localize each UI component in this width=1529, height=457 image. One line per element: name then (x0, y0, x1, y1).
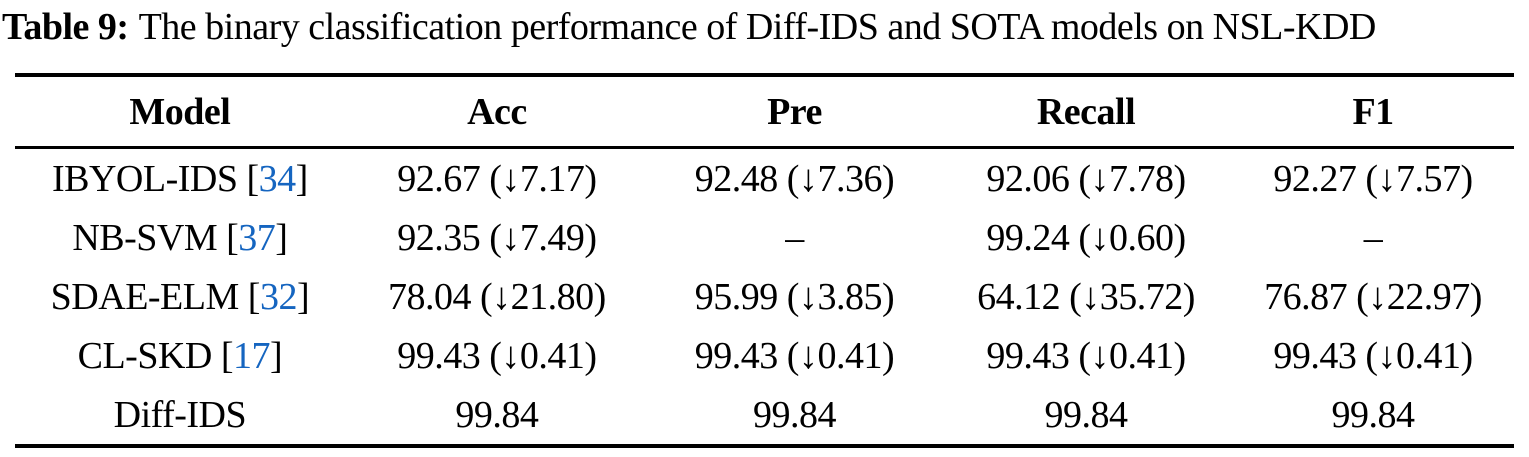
cell-acc: 99.43 (↓0.41) (397, 334, 597, 377)
citation-bracket-open: [ (238, 275, 261, 318)
cell-model: CL-SKD [17] (15, 334, 345, 378)
citation-bracket-open: [ (211, 334, 234, 377)
cell-model: NB-SVM [37] (15, 216, 345, 260)
table-row: Diff-IDS 99.84 99.84 99.84 99.84 (15, 385, 1514, 444)
citation-bracket-close: ] (295, 157, 309, 200)
table-header-row: Model Acc Pre Recall F1 (15, 77, 1514, 146)
cell-acc: 99.84 (455, 393, 539, 436)
table-row: SDAE-ELM [32] 78.04 (↓21.80) 95.99 (↓3.8… (15, 267, 1514, 326)
citation-link[interactable]: 34 (258, 157, 297, 200)
cell-f1: 76.87 (↓22.97) (1264, 275, 1482, 318)
cell-recall: 99.24 (↓0.60) (986, 216, 1186, 259)
model-name: CL-SKD (77, 334, 213, 377)
cell-recall: 92.06 (↓7.78) (986, 157, 1186, 200)
table-bottom-rule (15, 444, 1514, 448)
cell-f1: 92.27 (↓7.57) (1273, 157, 1473, 200)
cell-model: IBYOL-IDS [34] (15, 157, 345, 201)
citation-bracket-close: ] (296, 275, 310, 318)
column-header-acc: Acc (467, 90, 527, 133)
cell-pre: 99.43 (↓0.41) (694, 334, 895, 377)
model-name: Diff-IDS (113, 393, 247, 436)
cell-pre: 99.84 (752, 393, 836, 436)
table-row: NB-SVM [37] 92.35 (↓7.49) – 99.24 (↓0.60… (15, 208, 1514, 267)
cell-pre: 92.48 (↓7.36) (694, 157, 895, 200)
results-table: Model Acc Pre Recall F1 IBYOL-IDS [34] 9… (15, 73, 1514, 448)
table-caption: Table 9: The binary classification perfor… (0, 0, 1529, 50)
citation-bracket-open: [ (217, 216, 239, 259)
citation-link[interactable]: 32 (259, 275, 298, 318)
model-name: IBYOL-IDS (51, 157, 238, 200)
cell-f1: – (1363, 216, 1383, 259)
cell-model: SDAE-ELM [32] (15, 275, 345, 319)
cell-recall: 64.12 (↓35.72) (977, 275, 1195, 318)
cell-f1: 99.84 (1331, 393, 1415, 436)
model-name: SDAE-ELM (50, 275, 240, 318)
citation-bracket-open: [ (237, 157, 259, 200)
cell-f1: 99.43 (↓0.41) (1273, 334, 1473, 377)
cell-recall: 99.43 (↓0.41) (986, 334, 1186, 377)
citation-bracket-close: ] (270, 334, 283, 377)
column-header-f1: F1 (1352, 90, 1394, 133)
cell-pre: 95.99 (↓3.85) (694, 275, 895, 318)
cell-recall: 99.84 (1044, 393, 1129, 436)
column-header-recall: Recall (1036, 90, 1136, 133)
column-header-model: Model (129, 90, 231, 133)
cell-acc: 92.35 (↓7.49) (397, 216, 597, 259)
citation-link[interactable]: 37 (238, 216, 276, 259)
cell-pre: – (785, 216, 804, 259)
table-caption-label: Table 9: (2, 6, 129, 48)
table-row: IBYOL-IDS [34] 92.67 (↓7.17) 92.48 (↓7.3… (15, 149, 1514, 208)
table-row: CL-SKD [17] 99.43 (↓0.41) 99.43 (↓0.41) … (15, 326, 1514, 385)
table-top-rule (15, 73, 1514, 77)
citation-bracket-close: ] (275, 216, 288, 259)
cell-acc: 78.04 (↓21.80) (388, 275, 606, 318)
cell-acc: 92.67 (↓7.17) (397, 157, 597, 200)
column-header-pre: Pre (767, 90, 822, 133)
table-caption-text: The binary classification performance of… (138, 6, 1377, 48)
citation-link[interactable]: 17 (233, 334, 271, 377)
table-mid-rule (15, 146, 1514, 149)
cell-model: Diff-IDS (15, 393, 345, 437)
model-name: NB-SVM (72, 216, 218, 259)
